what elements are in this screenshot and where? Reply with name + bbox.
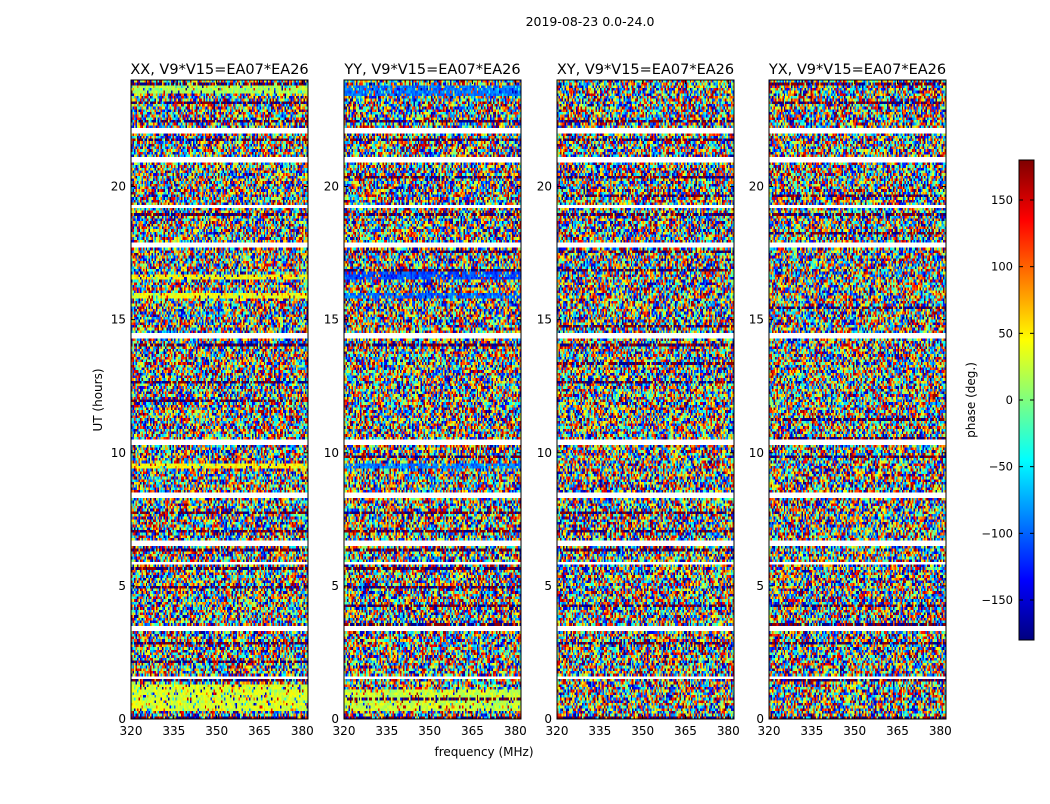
x-tick-label: 350: [631, 724, 654, 738]
panel-title: XY, V9*V15=EA07*EA26: [557, 62, 734, 78]
colorbar-label: phase (deg.): [964, 362, 978, 438]
y-tick-label: 10: [324, 446, 339, 460]
x-tick-label: 350: [205, 724, 228, 738]
panel-2: YY, V9*V15=EA07*EA26 320 335 350 365 380 0 5 10 1…: [324, 62, 527, 738]
colorbar-tick-label: −150: [981, 593, 1013, 607]
heatmap-image: [557, 80, 734, 719]
heatmap-image: [344, 80, 521, 719]
colorbar-tick-label: 150: [991, 193, 1013, 207]
axes-frame: [343, 79, 522, 720]
colorbar-tick-label: 50: [998, 326, 1013, 340]
x-tick-label: 335: [162, 724, 185, 738]
y-tick-label: 0: [756, 712, 764, 726]
x-tick-label: 335: [375, 724, 398, 738]
y-tick-label: 20: [537, 180, 552, 194]
y-tick-label: 15: [537, 313, 552, 327]
y-tick-label: 10: [749, 446, 764, 460]
panel-4: YX, V9*V15=EA07*EA26 320 335 350 365 380 0 5 10 1…: [749, 62, 952, 738]
colorbar: 150 100 50 0 −50 −100 −150: [981, 159, 1035, 641]
x-tick-label: 320: [333, 724, 356, 738]
x-tick-label: 380: [291, 724, 314, 738]
y-tick-label: 15: [749, 313, 764, 327]
x-tick-label: 335: [800, 724, 823, 738]
x-tick-label: 365: [674, 724, 697, 738]
y-tick-label: 5: [331, 579, 339, 593]
y-tick-label: 20: [749, 180, 764, 194]
y-tick-label: 15: [111, 313, 126, 327]
heatmap-image: [769, 80, 946, 719]
panel-3: XY, V9*V15=EA07*EA26 320 335 350 365 380 0 5 10 1…: [537, 62, 740, 738]
panel-title: XX, V9*V15=EA07*EA26: [130, 62, 308, 78]
axes-frame: [130, 79, 309, 720]
y-tick-label: 5: [544, 579, 552, 593]
y-tick-label: 10: [537, 446, 552, 460]
x-tick-label: 350: [843, 724, 866, 738]
x-tick-label: 365: [886, 724, 909, 738]
y-tick-label: 10: [111, 446, 126, 460]
panel-1: XX, V9*V15=EA07*EA26 320 335 350 365 380 0 5 10 1…: [111, 62, 314, 738]
colorbar-tick-label: −50: [989, 460, 1013, 474]
y-tick-label: 20: [111, 180, 126, 194]
x-axis-label: frequency (MHz): [434, 745, 533, 759]
y-tick-label: 15: [324, 313, 339, 327]
x-tick-label: 320: [758, 724, 781, 738]
panel-title: YX, V9*V15=EA07*EA26: [768, 62, 946, 78]
y-tick-label: 0: [544, 712, 552, 726]
y-tick-label: 0: [118, 712, 126, 726]
y-tick-label: 20: [324, 180, 339, 194]
x-tick-label: 320: [120, 724, 143, 738]
y-axis-label: UT (hours): [91, 368, 105, 431]
colorbar-tick-label: 100: [991, 260, 1013, 274]
y-tick-label: 0: [331, 712, 339, 726]
colorbar-tick-label: −100: [981, 526, 1013, 540]
panel-title: YY, V9*V15=EA07*EA26: [343, 62, 520, 78]
x-tick-label: 335: [588, 724, 611, 738]
x-tick-label: 380: [717, 724, 740, 738]
axes-frame: [556, 79, 735, 720]
axes-frame: [768, 79, 947, 720]
heatmap-image: [131, 80, 308, 719]
y-tick-label: 5: [756, 579, 764, 593]
colorbar-tick-label: 0: [1006, 393, 1013, 407]
x-tick-label: 320: [546, 724, 569, 738]
x-tick-label: 365: [248, 724, 271, 738]
x-tick-label: 350: [418, 724, 441, 738]
x-tick-label: 380: [504, 724, 527, 738]
figure-suptitle: 2019-08-23 0.0-24.0: [526, 14, 655, 29]
x-tick-label: 365: [461, 724, 484, 738]
y-tick-label: 5: [118, 579, 126, 593]
x-tick-label: 380: [929, 724, 952, 738]
